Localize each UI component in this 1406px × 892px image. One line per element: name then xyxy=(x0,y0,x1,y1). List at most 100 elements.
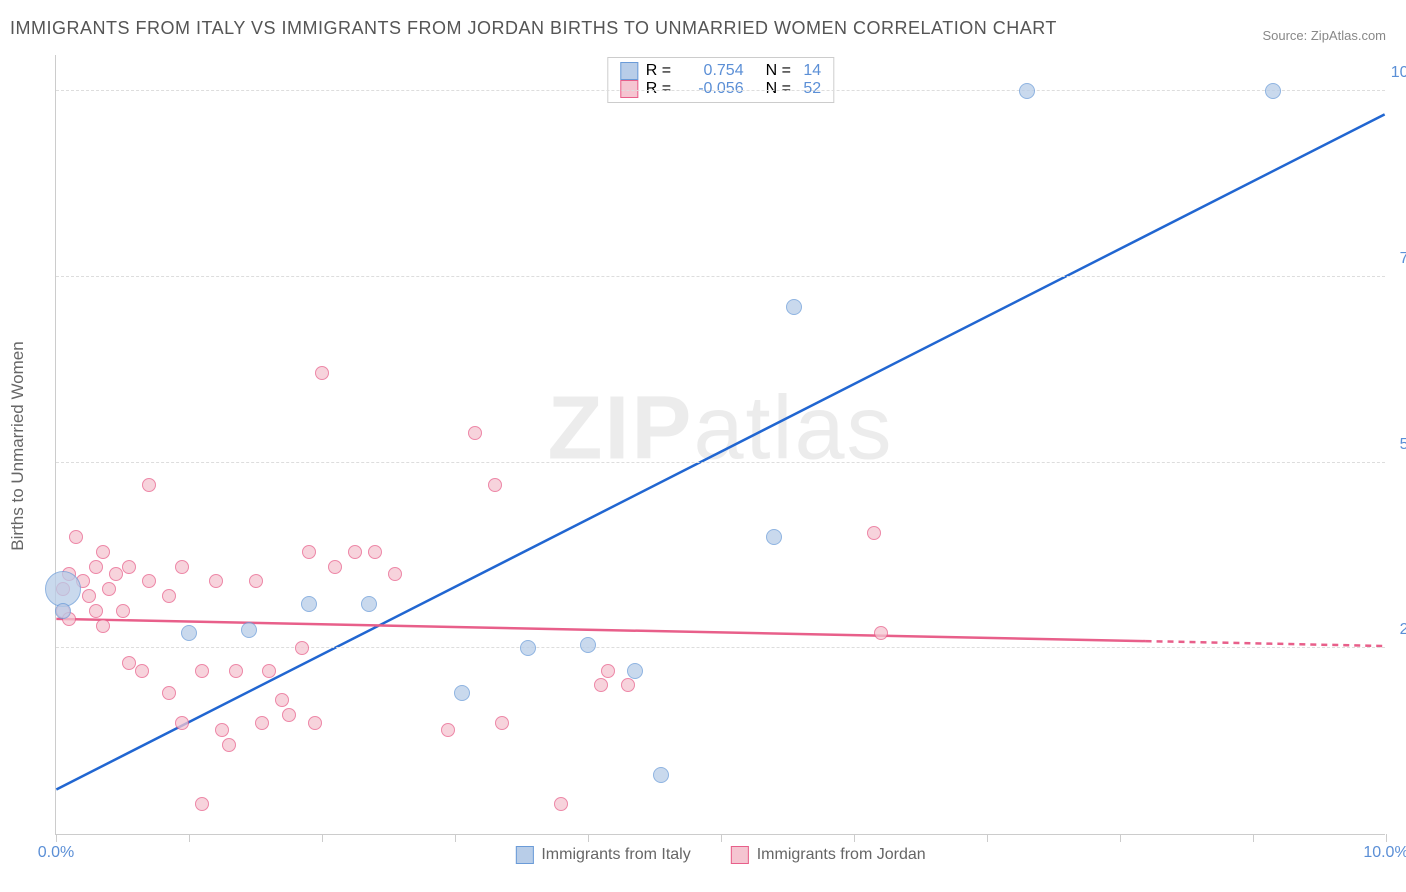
scatter-point-jordan xyxy=(388,567,402,581)
scatter-point-jordan xyxy=(195,664,209,678)
y-axis-label: Births to Unmarried Women xyxy=(8,341,28,550)
scatter-point-jordan xyxy=(82,589,96,603)
scatter-point-italy xyxy=(55,603,71,619)
correlation-legend: R = 0.754 N = 14 R = -0.056 N = 52 xyxy=(607,57,834,103)
grid-line xyxy=(56,90,1385,91)
scatter-point-jordan xyxy=(468,426,482,440)
scatter-point-italy xyxy=(580,637,596,653)
scatter-point-jordan xyxy=(109,567,123,581)
scatter-point-italy xyxy=(301,596,317,612)
scatter-point-jordan xyxy=(116,604,130,618)
swatch-italy xyxy=(620,62,638,80)
scatter-point-jordan xyxy=(96,545,110,559)
x-tick xyxy=(854,834,855,842)
scatter-point-jordan xyxy=(495,716,509,730)
scatter-point-italy xyxy=(653,767,669,783)
series-legend: Immigrants from Italy Immigrants from Jo… xyxy=(515,846,925,864)
scatter-point-jordan xyxy=(162,686,176,700)
r-value-italy: 0.754 xyxy=(684,62,744,80)
scatter-point-jordan xyxy=(142,478,156,492)
scatter-point-jordan xyxy=(229,664,243,678)
x-tick xyxy=(1120,834,1121,842)
r-label-jordan: R = xyxy=(646,80,676,98)
scatter-point-jordan xyxy=(441,723,455,737)
scatter-point-jordan xyxy=(122,560,136,574)
scatter-point-italy xyxy=(1019,83,1035,99)
chart-title: IMMIGRANTS FROM ITALY VS IMMIGRANTS FROM… xyxy=(10,18,1057,39)
scatter-point-jordan xyxy=(122,656,136,670)
scatter-point-jordan xyxy=(142,574,156,588)
plot-area: ZIPatlas R = 0.754 N = 14 R = -0.056 N =… xyxy=(55,55,1385,835)
scatter-point-jordan xyxy=(89,604,103,618)
y-tick-label: 75.0% xyxy=(1400,250,1406,268)
x-tick xyxy=(56,834,57,842)
scatter-point-jordan xyxy=(315,366,329,380)
scatter-point-jordan xyxy=(867,526,881,540)
x-tick-label: 10.0% xyxy=(1363,844,1406,862)
scatter-point-jordan xyxy=(621,678,635,692)
scatter-point-italy xyxy=(1265,83,1281,99)
scatter-point-jordan xyxy=(222,738,236,752)
scatter-point-italy xyxy=(361,596,377,612)
scatter-point-jordan xyxy=(215,723,229,737)
x-tick xyxy=(987,834,988,842)
scatter-point-jordan xyxy=(262,664,276,678)
x-tick-label: 0.0% xyxy=(38,844,74,862)
scatter-point-jordan xyxy=(102,582,116,596)
scatter-point-italy xyxy=(786,299,802,315)
scatter-point-jordan xyxy=(89,560,103,574)
scatter-point-jordan xyxy=(295,641,309,655)
legend-row-jordan: R = -0.056 N = 52 xyxy=(620,80,821,98)
grid-line xyxy=(56,647,1385,648)
scatter-point-italy xyxy=(520,640,536,656)
scatter-point-jordan xyxy=(195,797,209,811)
scatter-point-jordan xyxy=(328,560,342,574)
legend-label-italy: Immigrants from Italy xyxy=(541,846,690,864)
n-label-italy: N = xyxy=(766,62,796,80)
y-tick-label: 100.0% xyxy=(1391,64,1406,82)
y-tick-label: 50.0% xyxy=(1400,436,1406,454)
scatter-point-jordan xyxy=(255,716,269,730)
scatter-point-jordan xyxy=(162,589,176,603)
n-label-jordan: N = xyxy=(766,80,796,98)
x-tick xyxy=(1253,834,1254,842)
y-tick-label: 25.0% xyxy=(1400,621,1406,639)
legend-row-italy: R = 0.754 N = 14 xyxy=(620,62,821,80)
scatter-point-jordan xyxy=(275,693,289,707)
scatter-point-italy xyxy=(766,529,782,545)
x-tick xyxy=(588,834,589,842)
legend-label-jordan: Immigrants from Jordan xyxy=(757,846,926,864)
x-tick xyxy=(721,834,722,842)
chart-container: IMMIGRANTS FROM ITALY VS IMMIGRANTS FROM… xyxy=(0,0,1406,892)
swatch-jordan-bottom xyxy=(731,846,749,864)
n-value-italy: 14 xyxy=(803,62,821,80)
scatter-point-italy xyxy=(241,622,257,638)
trend-lines xyxy=(56,55,1385,834)
scatter-point-italy xyxy=(181,625,197,641)
scatter-point-jordan xyxy=(368,545,382,559)
scatter-point-jordan xyxy=(282,708,296,722)
scatter-point-italy xyxy=(627,663,643,679)
scatter-point-italy xyxy=(45,571,81,607)
scatter-point-jordan xyxy=(488,478,502,492)
scatter-point-jordan xyxy=(302,545,316,559)
scatter-point-jordan xyxy=(348,545,362,559)
swatch-italy-bottom xyxy=(515,846,533,864)
swatch-jordan xyxy=(620,80,638,98)
legend-item-italy: Immigrants from Italy xyxy=(515,846,690,864)
scatter-point-jordan xyxy=(175,716,189,730)
grid-line xyxy=(56,462,1385,463)
scatter-point-jordan xyxy=(874,626,888,640)
r-value-jordan: -0.056 xyxy=(684,80,744,98)
scatter-point-jordan xyxy=(249,574,263,588)
scatter-point-jordan xyxy=(308,716,322,730)
scatter-point-jordan xyxy=(96,619,110,633)
scatter-point-jordan xyxy=(175,560,189,574)
source-label: Source: ZipAtlas.com xyxy=(1262,28,1386,43)
n-value-jordan: 52 xyxy=(803,80,821,98)
x-tick xyxy=(1386,834,1387,842)
scatter-point-italy xyxy=(454,685,470,701)
grid-line xyxy=(56,276,1385,277)
x-tick xyxy=(455,834,456,842)
scatter-point-jordan xyxy=(135,664,149,678)
